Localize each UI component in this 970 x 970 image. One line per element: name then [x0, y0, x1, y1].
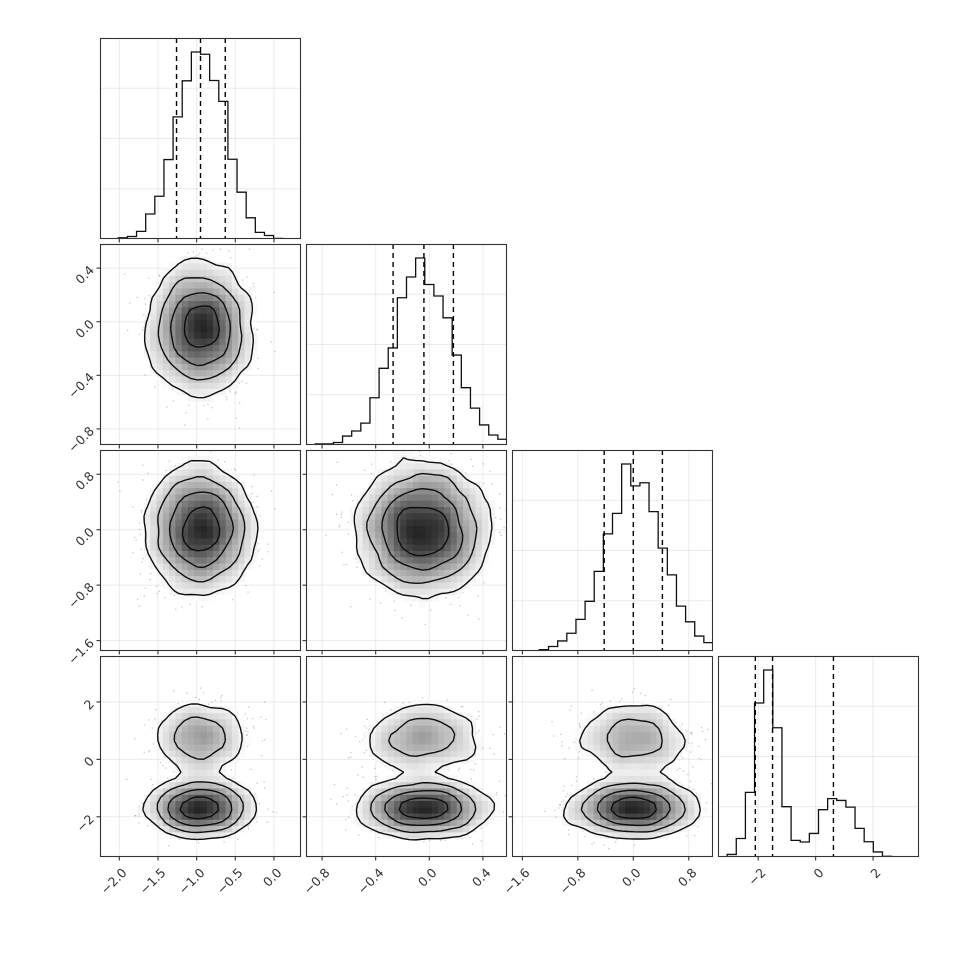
x-tick-label-x3: −2	[745, 865, 769, 889]
y-tick-label-x1: 0.4	[72, 262, 97, 288]
x-tick-label-x2: 0.8	[674, 865, 700, 890]
x-tick-label-x2: 0.0	[619, 865, 644, 890]
x-tick-label-x3: 2	[867, 865, 884, 882]
panel-scatter-x3-vs-x2	[506, 650, 719, 863]
panel-scatter-x2-vs-x1	[300, 444, 513, 657]
panel-hist-x2	[506, 444, 719, 657]
x-tick-label-x3: 0	[810, 865, 827, 882]
y-tick-label-x1: −0.4	[64, 369, 97, 402]
x-tick-label-x1: −0.8	[300, 865, 333, 898]
y-tick-label-x2: 0.8	[72, 468, 97, 494]
panel-hist-x0	[94, 32, 307, 245]
panel-scatter-x2-vs-x0	[94, 444, 307, 657]
y-tick-label-x2: −0.8	[64, 579, 97, 612]
y-tick-label-x3: 0	[80, 753, 97, 770]
panel-hist-x3	[712, 650, 925, 863]
y-tick-label-x2: 0.0	[72, 524, 97, 549]
panel-hist-x1	[300, 238, 513, 451]
panel-scatter-x3-vs-x0	[94, 650, 307, 863]
y-tick-label-x3: −2	[73, 811, 97, 835]
y-tick-label-x1: 0.0	[72, 316, 97, 341]
x-tick-label-x1: 0.0	[415, 865, 440, 890]
panel-scatter-x1-vs-x0	[94, 238, 307, 451]
x-tick-label-x2: −0.8	[556, 865, 589, 898]
y-tick-label-x3: 2	[80, 696, 97, 713]
y-tick-label-x2: −1.6	[64, 634, 97, 668]
panel-scatter-x3-vs-x1	[300, 650, 513, 863]
x-tick-label-x1: −0.4	[354, 865, 387, 898]
y-tick-label-x1: −0.8	[64, 423, 97, 456]
